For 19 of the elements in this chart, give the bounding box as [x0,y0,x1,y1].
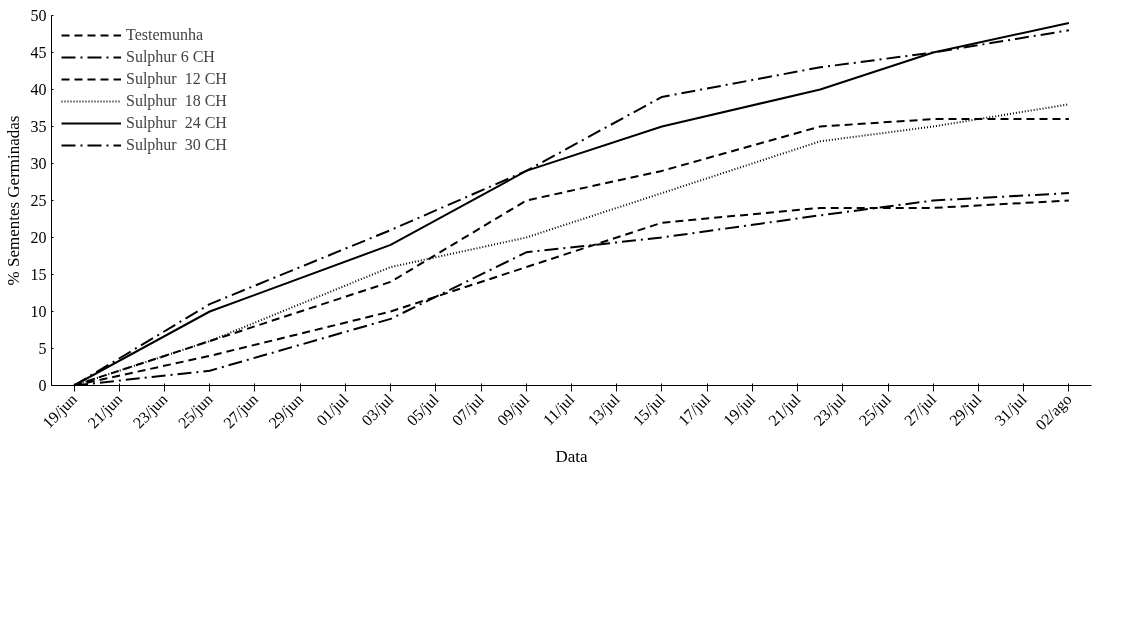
y-tick-label: 20 [30,229,47,246]
y-tick-label: 45 [30,44,47,61]
y-tick-label: 35 [30,118,47,135]
y-axis-title: % Sementes Germinadas [3,115,23,286]
legend-label: Testemunha [126,26,204,44]
y-tick-label: 5 [38,340,47,357]
legend-label: Sulphur 30 CH [126,136,227,154]
y-tick-label: 50 [30,7,47,24]
x-axis-title: Data [555,447,588,467]
legend-label: Sulphur 6 CH [126,48,215,66]
y-tick-label: 40 [30,81,47,98]
y-tick-label: 15 [30,266,47,283]
y-tick-label: 10 [30,303,47,320]
legend-label: Sulphur 18 CH [126,92,227,110]
y-tick-label: 0 [38,377,47,394]
legend-label: Sulphur 24 CH [126,114,227,132]
y-tick-label: 30 [30,155,47,172]
legend-label: Sulphur 12 CH [126,70,227,88]
y-tick-label: 25 [30,192,47,209]
